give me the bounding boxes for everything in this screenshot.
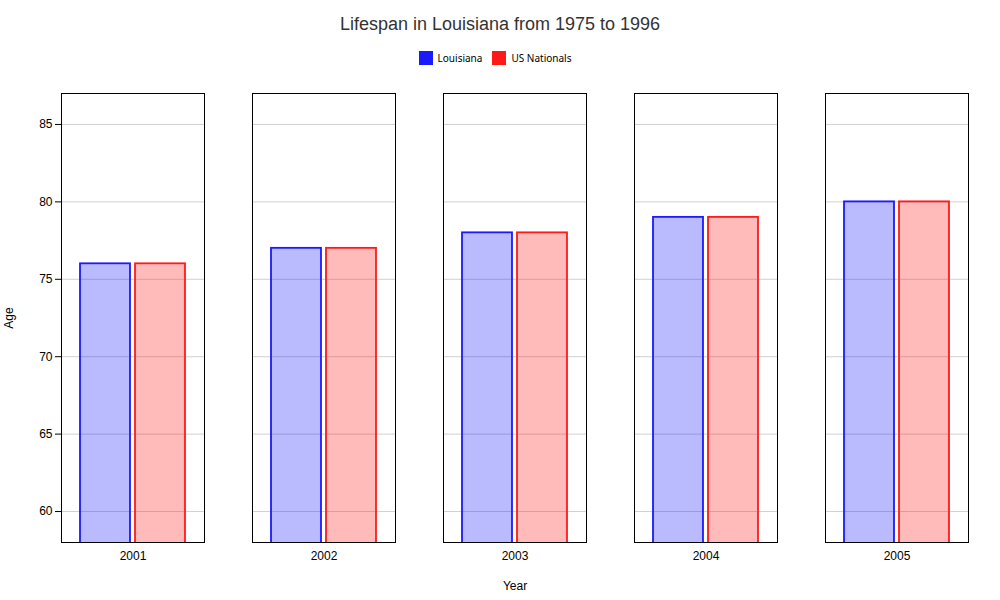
svg-text:85: 85: [39, 117, 53, 131]
svg-text:2001: 2001: [120, 549, 147, 563]
svg-text:65: 65: [39, 427, 53, 441]
svg-text:2003: 2003: [502, 549, 529, 563]
svg-text:Age: Age: [2, 307, 16, 329]
svg-text:2004: 2004: [693, 549, 720, 563]
svg-text:70: 70: [39, 350, 53, 364]
html-text:US Nationals: US Nationals: [511, 50, 572, 65]
svg-text:75: 75: [39, 272, 53, 286]
html-text:Louisiana: Louisiana: [437, 50, 483, 65]
svg-text:80: 80: [39, 195, 53, 209]
svg-text:60: 60: [39, 504, 53, 518]
svg-text:2005: 2005: [884, 549, 911, 563]
svg-text:2002: 2002: [311, 549, 338, 563]
svg-text:Year: Year: [503, 579, 527, 593]
html-text:Lifespan in Louisiana from 197: Lifespan in Louisiana from 1975 to 1996: [339, 14, 661, 34]
